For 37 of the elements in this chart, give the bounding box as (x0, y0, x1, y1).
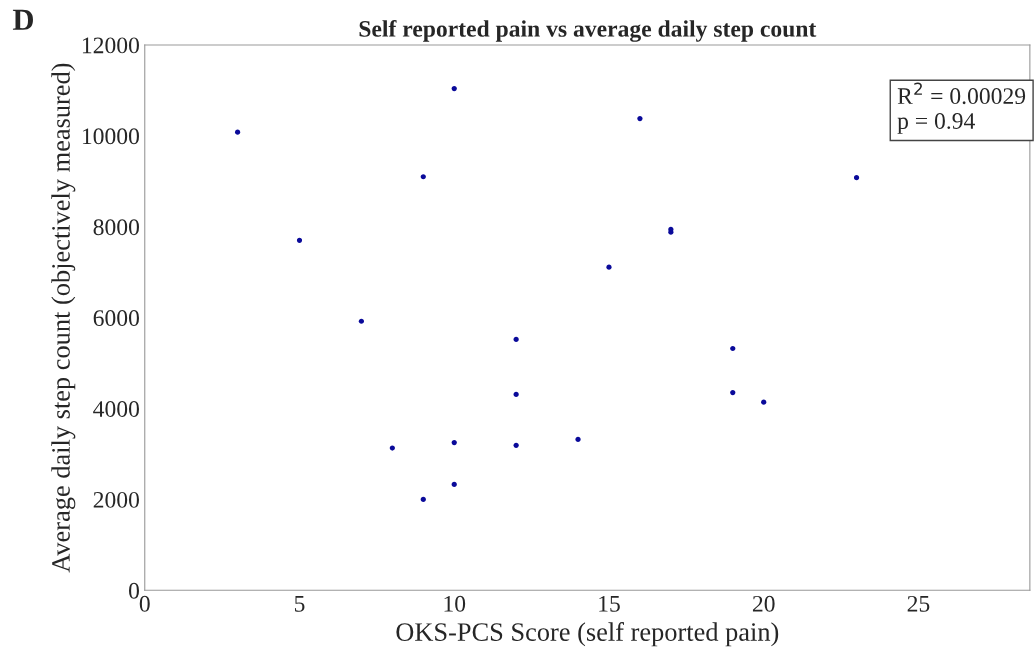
x-tick-label: 10 (444, 595, 466, 612)
y-tick-label: 2000 (93, 491, 139, 508)
point (730, 389, 736, 396)
chart-title: Self reported pain vs average daily step count (359, 19, 817, 42)
point (235, 129, 241, 135)
y-tick-label: 6000 (93, 310, 139, 327)
point (389, 445, 395, 451)
point (513, 336, 519, 343)
y-tick-label: 12000 (82, 37, 139, 54)
point (606, 264, 612, 270)
point (358, 318, 364, 324)
point (853, 175, 860, 181)
point (513, 442, 519, 448)
annotation: R$^{2}$ = 0.00029 p = 0.94 (897, 82, 1026, 134)
x-tick-label: 15 (599, 595, 620, 612)
x-tick-label: 0 (139, 595, 150, 612)
point (513, 391, 519, 398)
x-axis-title: OKS-PCS Score (self reported pain) (396, 622, 779, 647)
y-axis-title: Average daily step count (objectively measured) (51, 63, 76, 573)
point (451, 481, 457, 487)
y-tick-label: 0 (128, 582, 139, 599)
point (296, 237, 303, 243)
y-tick-label: 10000 (82, 128, 139, 145)
x-tick-label: 25 (907, 595, 930, 612)
point (637, 115, 643, 122)
point (451, 85, 457, 92)
x-tick-label: 20 (752, 595, 775, 612)
point (761, 399, 767, 405)
point (420, 496, 426, 502)
point (420, 174, 426, 180)
point (451, 439, 457, 446)
text: D (12, 9, 33, 30)
y-tick-label: 8000 (93, 219, 139, 236)
x-tick-label: 5 (294, 596, 305, 612)
y-tick-label: 4000 (93, 400, 139, 417)
point (730, 345, 736, 352)
point (575, 436, 581, 442)
